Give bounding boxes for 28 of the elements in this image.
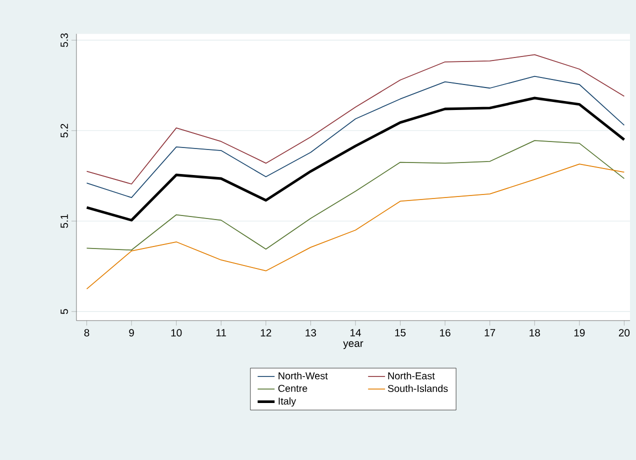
x-tick-label: 16 (440, 329, 450, 336)
x-tick-label: 18 (530, 329, 540, 336)
y-tick-label: 5.3 (60, 33, 68, 47)
legend-label: Centre (278, 384, 308, 392)
y-tick-label: 5.1 (60, 214, 68, 228)
legend-label: North-East (388, 372, 435, 380)
x-axis-title: year (343, 341, 364, 350)
legend-label: North-West (278, 372, 328, 380)
x-tick-label: 10 (171, 329, 182, 336)
x-tick-label: 9 (129, 329, 134, 336)
legend-label: Italy (278, 397, 296, 407)
line-series (86, 54, 625, 184)
x-tick-label: 13 (306, 329, 316, 336)
x-tick-label: 11 (216, 329, 226, 336)
line-series (86, 164, 625, 290)
y-tick-label: 5.2 (60, 124, 68, 138)
y-tick-label: 5 (60, 309, 68, 314)
x-tick-label: 17 (484, 329, 496, 336)
x-tick-label: 14 (350, 329, 361, 336)
x-tick-label: 12 (260, 329, 272, 336)
line-series (85, 96, 626, 222)
x-tick-label: 20 (618, 329, 630, 336)
line-series (86, 76, 625, 198)
x-tick-label: 19 (574, 329, 585, 336)
line-series (86, 140, 625, 250)
x-tick-label: 8 (84, 329, 90, 336)
x-tick-label: 15 (395, 329, 406, 336)
legend-label: South-Islands (388, 384, 448, 392)
